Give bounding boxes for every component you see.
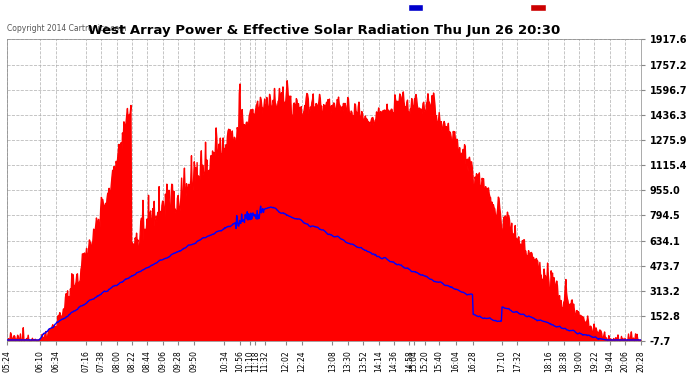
Text: Copyright 2014 Cartronics.com: Copyright 2014 Cartronics.com xyxy=(8,24,127,33)
Title: West Array Power & Effective Solar Radiation Thu Jun 26 20:30: West Array Power & Effective Solar Radia… xyxy=(88,24,560,37)
Legend: Radiation (Effective w/m2), West Array (DC Watts): Radiation (Effective w/m2), West Array (… xyxy=(406,1,637,15)
